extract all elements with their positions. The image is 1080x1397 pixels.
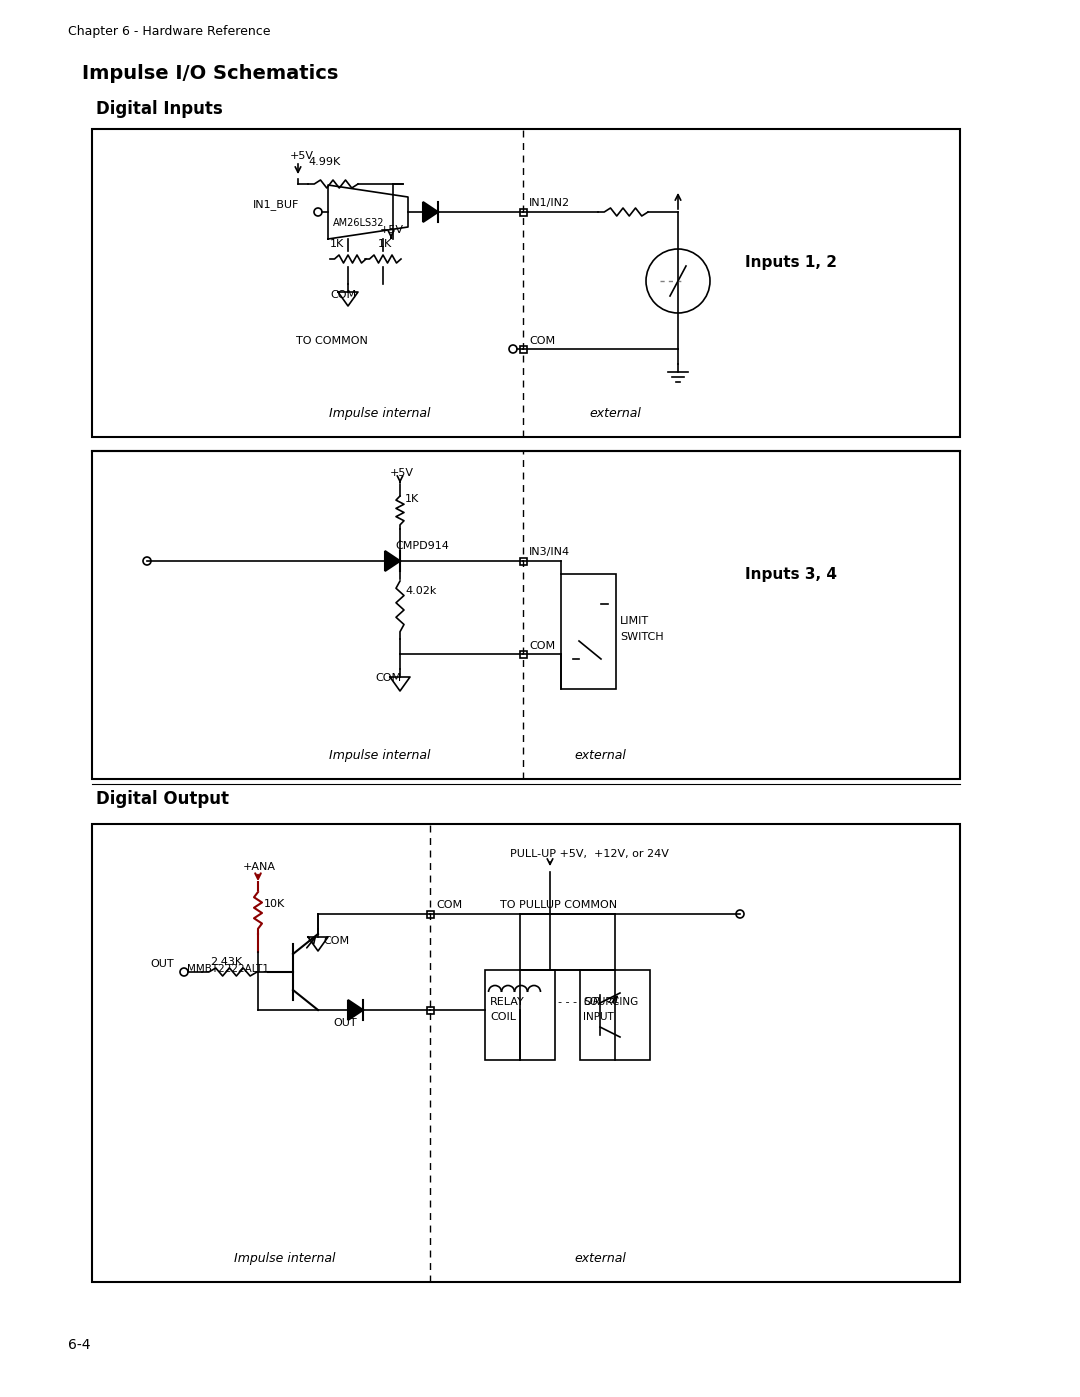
Circle shape bbox=[180, 968, 188, 977]
Text: COM: COM bbox=[529, 641, 555, 651]
Bar bbox=[92, 451, 960, 780]
Bar bbox=[427, 911, 433, 918]
Text: SWITCH: SWITCH bbox=[620, 631, 663, 643]
Polygon shape bbox=[348, 1000, 363, 1020]
Text: 1K: 1K bbox=[330, 239, 345, 249]
Text: INPUT: INPUT bbox=[583, 1011, 613, 1023]
Bar bbox=[519, 208, 527, 215]
Text: 2.43K: 2.43K bbox=[210, 957, 242, 967]
Text: Inputs 3, 4: Inputs 3, 4 bbox=[745, 567, 837, 583]
Text: +ANA: +ANA bbox=[243, 862, 276, 872]
Text: Impulse internal: Impulse internal bbox=[329, 407, 431, 420]
Text: COM: COM bbox=[323, 936, 349, 946]
Text: RELAY: RELAY bbox=[490, 997, 525, 1007]
Bar bbox=[485, 970, 555, 1060]
Text: 4.99K: 4.99K bbox=[308, 156, 340, 168]
Text: COM: COM bbox=[529, 337, 555, 346]
Text: SOURCING: SOURCING bbox=[583, 997, 638, 1007]
Text: OUT: OUT bbox=[150, 958, 174, 970]
Text: external: external bbox=[575, 749, 626, 761]
Text: 4.02k: 4.02k bbox=[405, 585, 436, 597]
Text: IN1_BUF: IN1_BUF bbox=[253, 198, 299, 210]
Text: +5V: +5V bbox=[380, 225, 404, 235]
Text: Impulse internal: Impulse internal bbox=[234, 1252, 336, 1266]
Text: CMPD914: CMPD914 bbox=[395, 541, 449, 550]
Text: external: external bbox=[575, 1252, 626, 1266]
Text: external: external bbox=[589, 407, 640, 420]
Text: COM: COM bbox=[436, 900, 462, 909]
Text: Digital Output: Digital Output bbox=[96, 789, 229, 807]
Bar bbox=[519, 345, 527, 352]
Bar bbox=[427, 1006, 433, 1013]
Text: PULL-UP +5V,  +12V, or 24V: PULL-UP +5V, +12V, or 24V bbox=[510, 849, 669, 859]
Text: +5V: +5V bbox=[390, 468, 414, 478]
Bar bbox=[92, 129, 960, 437]
Circle shape bbox=[735, 909, 744, 918]
Bar bbox=[92, 824, 960, 1282]
Text: COIL: COIL bbox=[490, 1011, 516, 1023]
Circle shape bbox=[314, 208, 322, 217]
Text: 6-4: 6-4 bbox=[68, 1338, 91, 1352]
Bar bbox=[561, 574, 616, 689]
Text: MMBT2222ALT1: MMBT2222ALT1 bbox=[187, 964, 269, 974]
Text: - - -  OR  - -: - - - OR - - bbox=[558, 997, 619, 1007]
Text: 1K: 1K bbox=[405, 495, 419, 504]
Text: IN3/IN4: IN3/IN4 bbox=[529, 548, 570, 557]
Bar bbox=[519, 557, 527, 564]
Circle shape bbox=[143, 557, 151, 564]
Circle shape bbox=[509, 345, 517, 353]
Text: LIMIT: LIMIT bbox=[620, 616, 649, 626]
Text: Impulse I/O Schematics: Impulse I/O Schematics bbox=[82, 64, 338, 82]
Text: TO PULLUP COMMON: TO PULLUP COMMON bbox=[500, 900, 617, 909]
Polygon shape bbox=[384, 550, 400, 571]
Text: Digital Inputs: Digital Inputs bbox=[96, 101, 222, 117]
Text: COM: COM bbox=[375, 673, 401, 683]
Bar bbox=[580, 970, 650, 1060]
Text: 1K: 1K bbox=[378, 239, 392, 249]
Bar bbox=[519, 651, 527, 658]
Text: Impulse internal: Impulse internal bbox=[329, 749, 431, 761]
Text: Inputs 1, 2: Inputs 1, 2 bbox=[745, 256, 837, 270]
Polygon shape bbox=[423, 203, 438, 222]
Text: +5V: +5V bbox=[291, 151, 314, 161]
Text: Chapter 6 - Hardware Reference: Chapter 6 - Hardware Reference bbox=[68, 25, 270, 38]
Text: TO COMMON: TO COMMON bbox=[296, 337, 368, 346]
Text: AM26LS32: AM26LS32 bbox=[333, 218, 384, 228]
Text: OUT: OUT bbox=[333, 1018, 356, 1028]
Text: IN1/IN2: IN1/IN2 bbox=[529, 198, 570, 208]
Text: COM: COM bbox=[330, 291, 356, 300]
Text: 10K: 10K bbox=[264, 900, 285, 909]
